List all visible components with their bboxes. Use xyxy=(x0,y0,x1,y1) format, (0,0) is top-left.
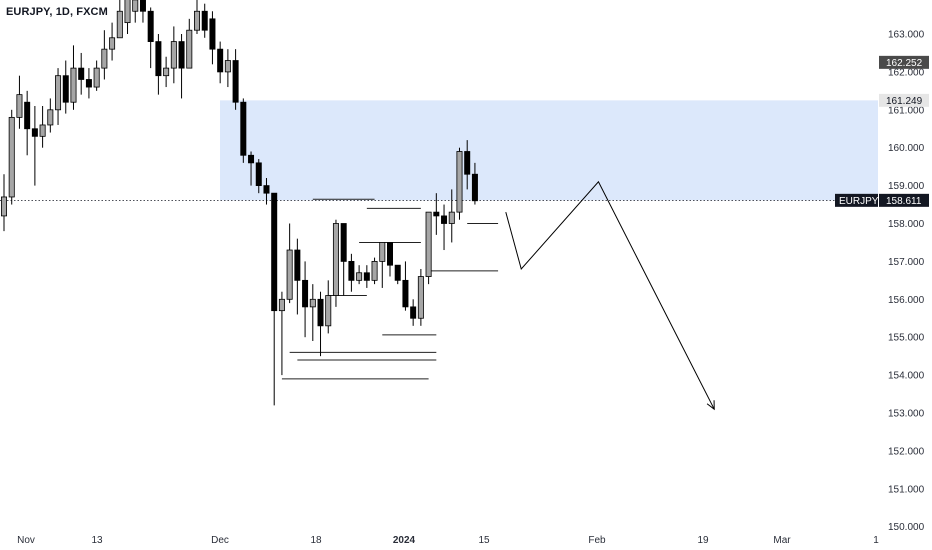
symbol-tag-text: EURJPY xyxy=(839,196,879,207)
candle-body xyxy=(302,279,309,308)
y-tick-label: 163.000 xyxy=(888,30,925,41)
candle-body xyxy=(47,109,54,126)
candle-body xyxy=(224,60,231,73)
candle-body xyxy=(155,41,162,77)
candle-body xyxy=(255,162,262,187)
candle-body xyxy=(248,154,255,164)
candle-body xyxy=(8,116,15,198)
candle-body xyxy=(371,260,378,281)
candle-body xyxy=(386,242,393,266)
candle-body xyxy=(85,79,92,88)
candle-body xyxy=(78,67,85,80)
candle-body xyxy=(394,264,401,281)
candle-body xyxy=(178,41,185,69)
candle-body xyxy=(456,151,463,213)
candle-body xyxy=(240,101,247,156)
x-tick-label: Dec xyxy=(211,535,229,546)
candle-body xyxy=(464,151,471,175)
y-tick-label: 160.000 xyxy=(888,143,925,154)
candle-body xyxy=(278,298,285,312)
candle-body xyxy=(325,295,332,327)
candle-body xyxy=(163,67,170,77)
candle-body xyxy=(379,242,386,262)
candle-body xyxy=(348,260,355,281)
x-tick-label: 15 xyxy=(478,535,490,546)
y-tick-label: 159.000 xyxy=(888,181,925,192)
price-tag xyxy=(879,193,929,207)
y-tick-label: 151.000 xyxy=(888,484,925,495)
candle-body xyxy=(62,75,69,103)
projection-arrowhead xyxy=(706,400,715,411)
candle-body xyxy=(286,249,293,300)
supply-zone xyxy=(220,100,878,201)
y-tick-label: 152.000 xyxy=(888,446,925,457)
candle-body xyxy=(170,41,177,69)
candle-body xyxy=(417,276,424,319)
projection-path xyxy=(505,180,715,410)
candle-body xyxy=(471,173,478,202)
price-tag-text: 162.252 xyxy=(886,58,923,69)
candle-body xyxy=(16,94,23,118)
candle-body xyxy=(410,306,417,319)
y-tick-label: 154.000 xyxy=(888,371,925,382)
x-tick-label: Feb xyxy=(588,535,606,546)
symbol-tag xyxy=(835,193,878,207)
y-tick-label: 157.000 xyxy=(888,257,925,268)
x-tick-label: 19 xyxy=(697,535,709,546)
candle-body xyxy=(109,37,116,50)
candle-body xyxy=(93,67,100,88)
candle-body xyxy=(217,48,224,73)
price-tag xyxy=(879,55,929,69)
x-tick-label: 13 xyxy=(91,535,103,546)
candle-body xyxy=(317,298,324,327)
price-tag-text: 158.611 xyxy=(886,196,922,207)
price-tag-text: 161.249 xyxy=(886,96,923,107)
candle-body xyxy=(31,128,38,137)
candle-body xyxy=(24,101,31,130)
candle-body xyxy=(132,0,139,12)
candle-body xyxy=(193,10,200,31)
y-tick-label: 156.000 xyxy=(888,295,925,306)
x-tick-label: 1 xyxy=(873,535,879,546)
y-tick-label: 158.000 xyxy=(888,219,925,230)
candle-body xyxy=(55,75,62,111)
candle-body xyxy=(425,211,432,277)
candle-body xyxy=(124,0,131,24)
y-tick-label: 153.000 xyxy=(888,409,925,420)
candle-body xyxy=(147,10,154,42)
candle-body xyxy=(340,223,347,262)
candle-body xyxy=(448,211,455,224)
candle-body xyxy=(263,185,270,194)
candle-body xyxy=(70,67,77,103)
candle-body xyxy=(139,0,146,12)
y-tick-label: 161.000 xyxy=(888,105,925,116)
y-tick-label: 150.000 xyxy=(888,522,925,533)
candle-body xyxy=(271,192,278,312)
candle-body xyxy=(356,272,363,281)
x-tick-label: Mar xyxy=(773,535,791,546)
y-tick-label: 162.000 xyxy=(888,67,925,78)
candle-body xyxy=(39,124,46,137)
candle-body xyxy=(232,60,239,103)
candle-body xyxy=(332,223,339,296)
candle-body xyxy=(209,18,216,50)
candle-body xyxy=(433,211,440,217)
candle-body xyxy=(402,279,409,308)
candle-body xyxy=(363,272,370,281)
x-tick-label: Nov xyxy=(17,535,35,546)
chart-title: EURJPY, 1D, FXCM xyxy=(6,6,108,18)
candle-body xyxy=(101,48,108,69)
candle-body xyxy=(0,196,7,217)
y-tick-label: 155.000 xyxy=(888,333,925,344)
x-tick-label: 2024 xyxy=(393,535,416,546)
candle-body xyxy=(294,249,301,281)
price-tag xyxy=(879,93,929,107)
candle-body xyxy=(186,29,193,69)
candle-body xyxy=(309,298,316,308)
candle-body xyxy=(201,10,208,31)
candle-body xyxy=(441,215,448,224)
x-tick-label: 18 xyxy=(310,535,322,546)
candle-body xyxy=(116,10,123,39)
